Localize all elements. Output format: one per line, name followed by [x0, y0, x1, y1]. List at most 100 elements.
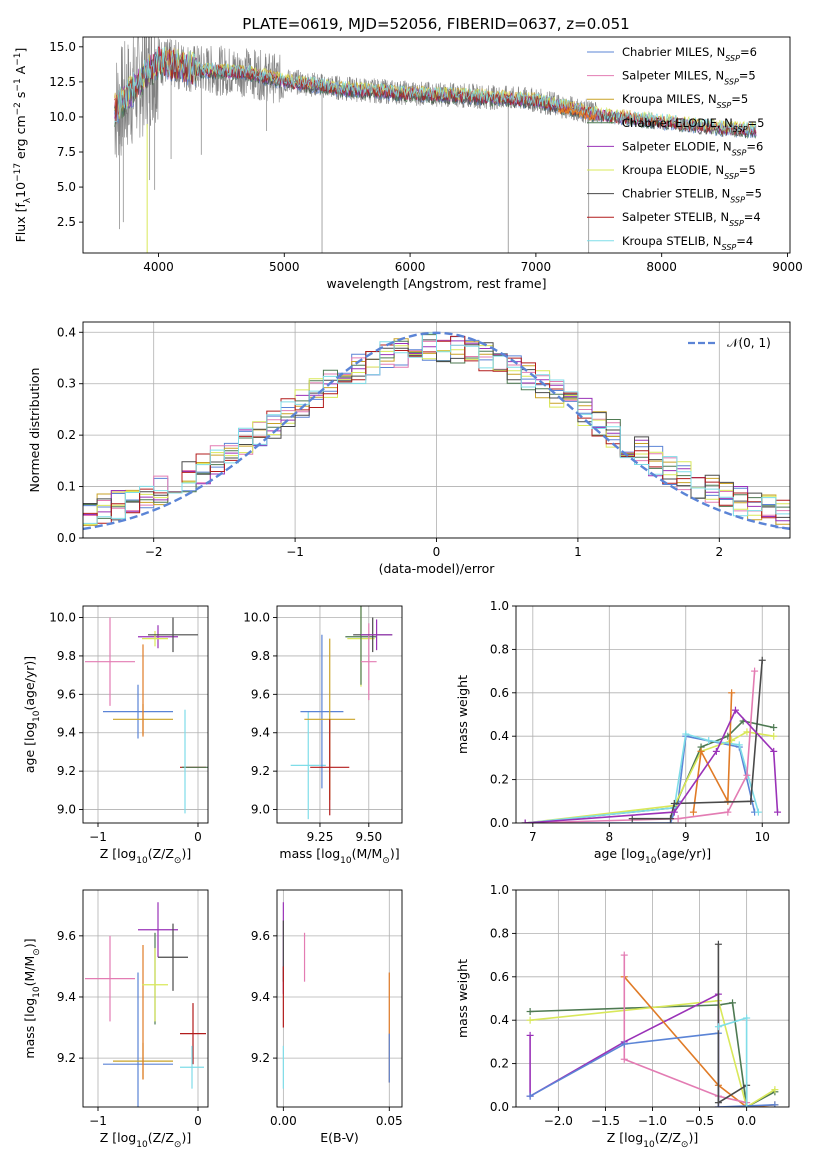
- mass-weight-marker: [714, 940, 722, 948]
- error-bar-point: [103, 972, 173, 1107]
- panel-mass-vs-Z: −1 0 9.2 9.4 9.6 Z [log10(Z/Z⊙)] mass [log10(M…: [22, 889, 209, 1150]
- y-tick-label: 9.6: [251, 687, 270, 701]
- axes-frame: [276, 605, 403, 824]
- plot-area: [83, 606, 208, 823]
- legend-entry: Chabrier ELODIE, NSSP=5: [622, 116, 764, 134]
- error-bar-point: [345, 606, 377, 685]
- mass-weight-marker: [521, 819, 529, 823]
- error-bar-point: [142, 630, 168, 647]
- x-tick-label: 2: [715, 545, 723, 559]
- axes-frame: [276, 889, 403, 1108]
- mass-weight-marker: [620, 1055, 628, 1063]
- mass-weight-line: [525, 731, 774, 823]
- y-tick-label: 0.4: [57, 325, 76, 339]
- y-tick-label: 5.0: [57, 180, 76, 194]
- mass-weight-marker: [666, 815, 674, 823]
- error-bar-point: [290, 711, 326, 820]
- y-tick-label: 9.2: [57, 764, 76, 778]
- axes-frame: [515, 605, 790, 824]
- y-tick-label: 12.5: [49, 75, 76, 89]
- y-tick-label: 9.4: [57, 990, 76, 1004]
- error-bar-point: [180, 1045, 204, 1089]
- mass-weight-marker: [689, 808, 697, 816]
- legend-entry: Salpeter MILES, NSSP=5: [622, 69, 756, 87]
- mass-weight-marker: [674, 815, 682, 823]
- y-tick-label: 9.8: [57, 649, 76, 663]
- mass-weight-marker: [735, 741, 743, 749]
- plot-area: [277, 606, 402, 823]
- x-tick-label: 0: [194, 1114, 202, 1128]
- y-axis-label: Flux [fλ10−17 erg cm−2 s−1 A−1]: [13, 48, 33, 243]
- mass-weight-marker: [770, 732, 778, 740]
- y-tick-label: 0.0: [490, 816, 509, 830]
- panel-residual-histogram: −2 −1 0 1 2 0.0 0.1 0.2 0.3 0.4 (data-model)/error…: [27, 321, 791, 576]
- mass-weight-marker: [743, 728, 751, 736]
- mass-weight-marker: [526, 1092, 534, 1100]
- mass-weight-line: [525, 671, 756, 823]
- panel-spectrum: 4000 5000 6000 7000 8000 9000 2.5 5.0 7.5 10.0 12.…: [13, 36, 803, 291]
- mass-weight-line: [632, 660, 763, 820]
- y-tick-label: 9.4: [251, 990, 270, 1004]
- x-axis-label: Z [log10(Z/Z⊙)]: [100, 1130, 191, 1150]
- legend-entry: Salpeter STELIB, NSSP=4: [622, 210, 761, 228]
- histogram-step: [83, 339, 790, 521]
- mass-weight-marker: [705, 737, 713, 745]
- y-tick-label: 10.0: [243, 611, 270, 625]
- error-bar-point: [158, 923, 188, 991]
- y-tick-label: 9.0: [251, 803, 270, 817]
- x-tick-label: 0.05: [376, 1114, 403, 1128]
- y-tick-label: 0.3: [57, 377, 76, 391]
- error-bar-point: [103, 684, 173, 739]
- mass-weight-marker: [729, 999, 737, 1007]
- x-axis-label: Z [log10(Z/Z⊙)]: [100, 846, 191, 866]
- mass-weight-marker: [771, 1086, 779, 1094]
- mass-weight-marker: [770, 724, 778, 732]
- legend-entry: Chabrier STELIB, NSSP=5: [622, 187, 762, 205]
- y-tick-label: 9.8: [251, 649, 270, 663]
- model-spectrum: [114, 46, 757, 135]
- chart-panels: 4000 5000 6000 7000 8000 90002.55.07.510.012.…: [13, 36, 803, 1150]
- x-tick-label: 7000: [521, 260, 552, 274]
- legend-entry: Kroupa STELIB, NSSP=4: [622, 234, 753, 252]
- x-tick-label: −1: [286, 545, 304, 559]
- mass-weight-marker: [774, 808, 782, 816]
- x-tick-label: −2: [145, 545, 163, 559]
- mass-weight-marker: [712, 747, 720, 755]
- plot-area: [83, 890, 208, 1107]
- y-tick-label: 0.8: [490, 926, 509, 940]
- error-bar-point: [138, 902, 178, 958]
- mass-weight-marker: [724, 808, 732, 816]
- x-tick-label: 8: [605, 830, 613, 844]
- y-tick-label: 2.5: [57, 215, 76, 229]
- mass-weight-marker: [620, 951, 628, 959]
- mass-weight-marker: [770, 747, 778, 755]
- panel-massweight-vs-age: 7 8 9 10 0.0 0.2 0.4 0.6 0.8 1.0 age [log10(age/yr…: [455, 599, 790, 866]
- y-tick-label: 15.0: [49, 40, 76, 54]
- mass-weight-line: [692, 692, 733, 813]
- y-tick-label: 9.2: [251, 1051, 270, 1065]
- y-tick-label: 0.6: [490, 686, 509, 700]
- x-tick-label: 0.00: [270, 1114, 297, 1128]
- x-tick-label: −1.0: [638, 1114, 667, 1128]
- error-bar-point: [142, 948, 168, 1022]
- y-tick-label: 0.8: [490, 642, 509, 656]
- y-tick-label: 10.0: [49, 611, 76, 625]
- axes-frame: [82, 36, 791, 254]
- mass-weight-marker: [714, 1023, 722, 1031]
- x-tick-label: 0: [433, 545, 441, 559]
- legend-entry: Kroupa ELODIE, NSSP=5: [622, 163, 756, 181]
- mass-weight-marker: [682, 730, 690, 738]
- mass-weight-marker: [526, 1016, 534, 1024]
- legend-entry: Kroupa MILES, NSSP=5: [622, 92, 748, 110]
- x-tick-label: 9: [682, 830, 690, 844]
- x-tick-label: 9000: [772, 260, 803, 274]
- y-tick-label: 0.4: [490, 1013, 509, 1027]
- model-spectrum: [114, 46, 757, 135]
- error-bar-point: [148, 617, 198, 653]
- mass-weight-marker: [751, 667, 759, 675]
- plot-area: [516, 890, 789, 1107]
- axes-frame: [82, 889, 209, 1108]
- axes-frame: [82, 605, 209, 824]
- y-tick-label: 9.6: [57, 929, 76, 943]
